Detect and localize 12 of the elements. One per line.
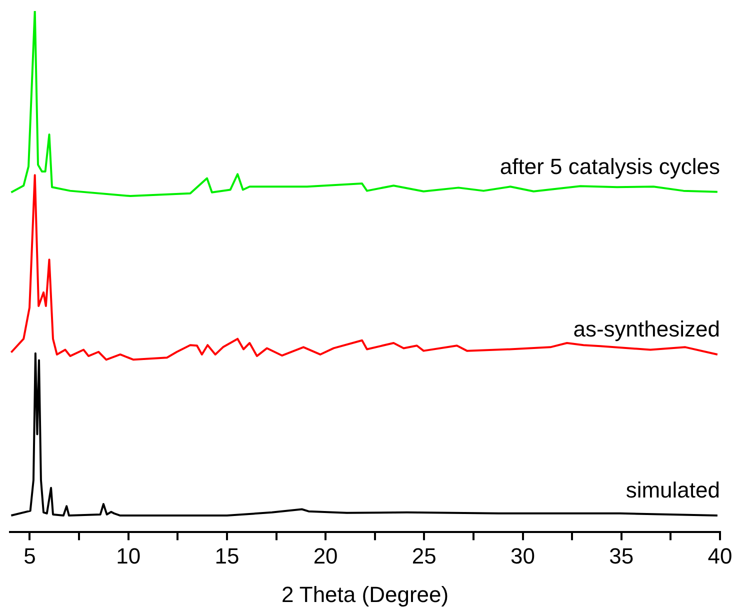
- series-label: after 5 catalysis cycles: [500, 154, 720, 179]
- x-tick-label: 10: [116, 543, 141, 568]
- x-axis-title: 2 Theta (Degree): [281, 582, 449, 607]
- series-label: as-synthesized: [573, 316, 720, 342]
- x-tick-label: 35: [609, 543, 634, 568]
- x-tick-label: 25: [412, 543, 436, 568]
- x-tick-label: 15: [214, 543, 240, 568]
- series-label: simulated: [626, 478, 720, 503]
- x-tick-label: 5: [24, 543, 36, 568]
- x-tick-label: 30: [510, 543, 536, 568]
- x-tick-label: 40: [708, 543, 732, 568]
- x-tick-label: 20: [313, 543, 338, 568]
